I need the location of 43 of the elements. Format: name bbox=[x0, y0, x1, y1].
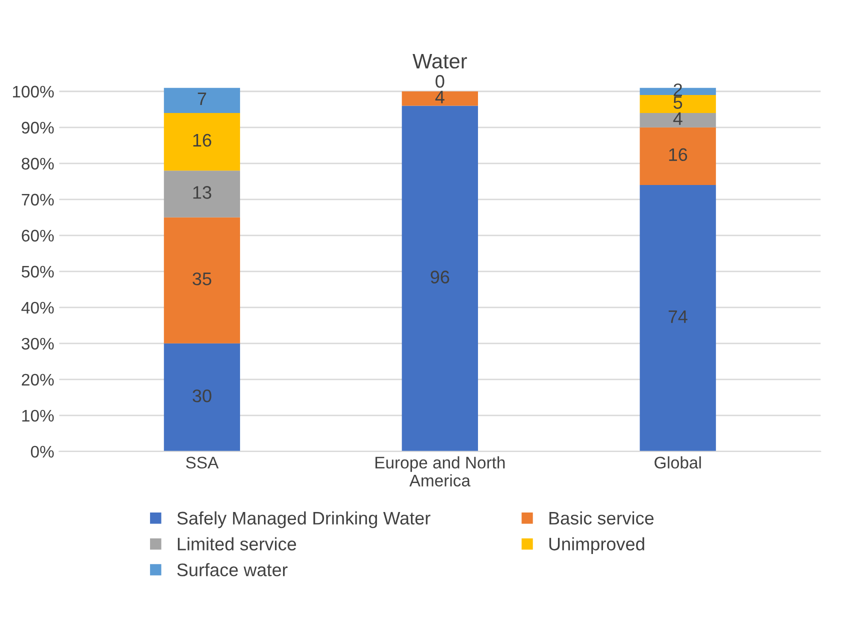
bar bbox=[164, 170, 240, 218]
data-label: 35 bbox=[192, 272, 212, 286]
data-label: 4 bbox=[435, 90, 444, 104]
y-tick-label: 30% bbox=[22, 338, 54, 350]
bar bbox=[402, 106, 478, 452]
legend-label: Safely Managed Drinking Water bbox=[177, 511, 430, 528]
y-tick-label: 50% bbox=[22, 266, 54, 278]
y-tick-label: 20% bbox=[22, 374, 54, 386]
y-tick-label: 60% bbox=[22, 230, 54, 242]
bar bbox=[640, 184, 716, 452]
legend-label: Surface water bbox=[177, 563, 288, 576]
data-label: 5 bbox=[674, 96, 682, 109]
data-label: 13 bbox=[193, 186, 212, 199]
chart-title: Water bbox=[412, 54, 467, 69]
data-label: 16 bbox=[193, 134, 212, 147]
x-tick-label: Europe and North America bbox=[376, 456, 505, 486]
bar bbox=[640, 112, 716, 128]
data-label: 30 bbox=[192, 389, 212, 402]
bar bbox=[164, 88, 240, 113]
y-tick-label: 80% bbox=[22, 158, 54, 170]
legend-label: Basic service bbox=[549, 511, 654, 525]
y-tick-label: 10% bbox=[22, 410, 54, 422]
y-tick-label: 90% bbox=[22, 122, 54, 134]
data-label: 96 bbox=[430, 270, 450, 284]
y-tick-label: 100% bbox=[13, 86, 54, 98]
bar bbox=[640, 127, 716, 185]
data-label: 4 bbox=[673, 112, 682, 125]
x-tick-label: SSA bbox=[186, 456, 219, 469]
data-label: 74 bbox=[668, 310, 688, 323]
legend-label: Unimproved bbox=[549, 537, 644, 554]
x-tick-label: Global bbox=[654, 456, 701, 469]
bar bbox=[164, 217, 240, 344]
data-label: 16 bbox=[669, 148, 688, 162]
y-tick-label: 40% bbox=[21, 302, 54, 314]
y-tick-label: 0% bbox=[30, 446, 54, 458]
bar bbox=[164, 112, 240, 171]
legend-label: Limited service bbox=[178, 537, 296, 550]
bar bbox=[640, 94, 716, 113]
bar bbox=[164, 343, 240, 452]
y-tick-label: 70% bbox=[22, 194, 54, 206]
data-label: 7 bbox=[198, 92, 206, 106]
bar bbox=[402, 91, 478, 106]
data-label: 0 bbox=[436, 75, 444, 88]
